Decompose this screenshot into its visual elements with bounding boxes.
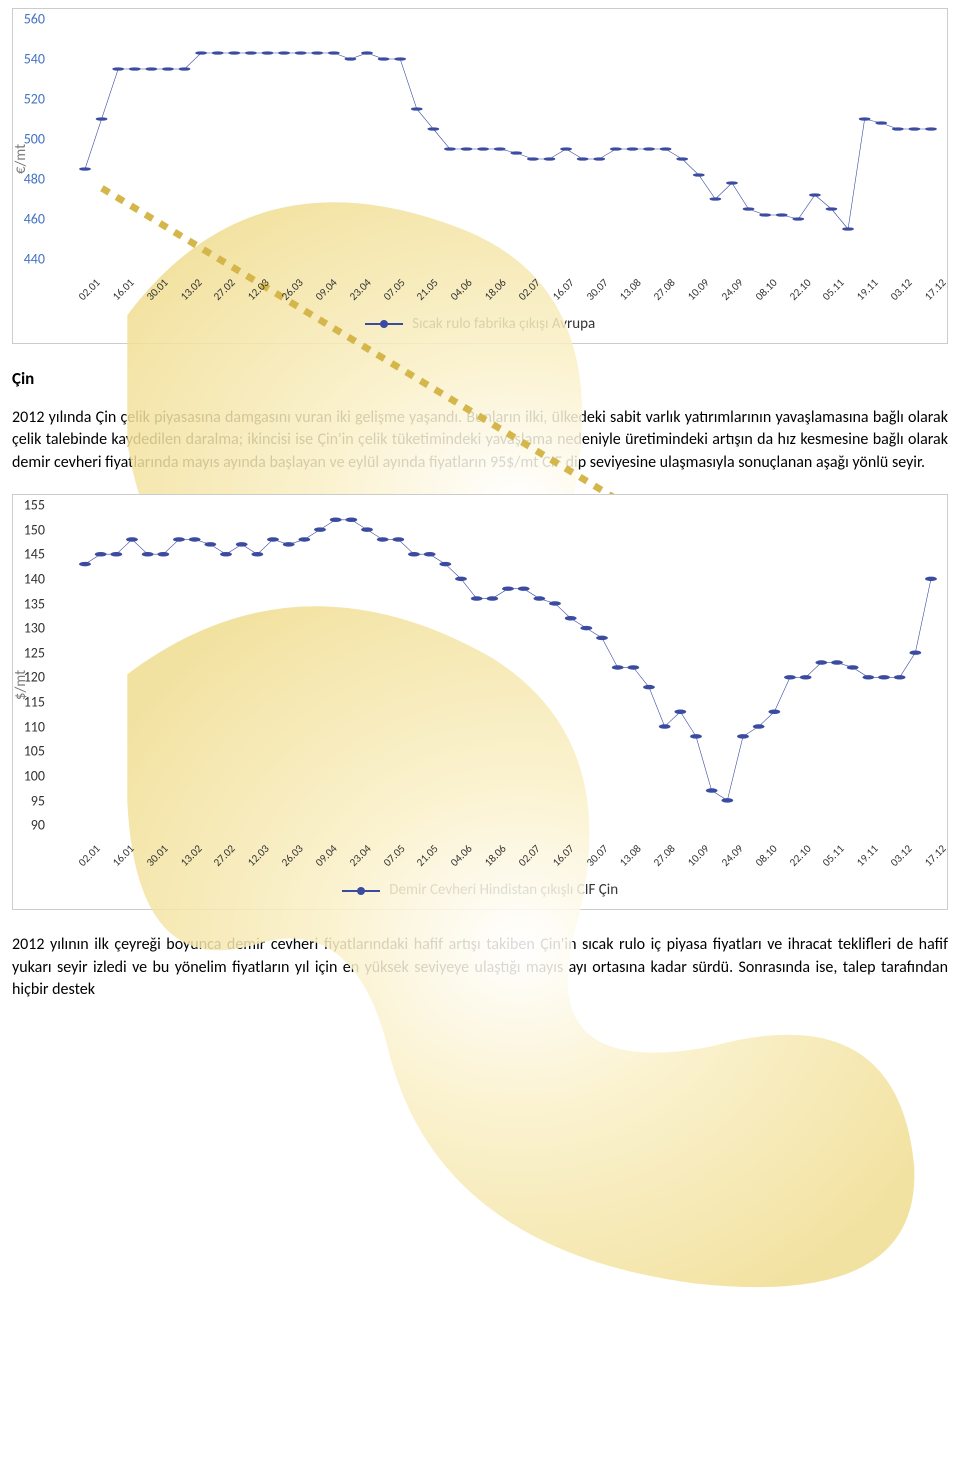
x-tick-label: 08.10 bbox=[753, 842, 780, 869]
x-tick-label: 27.02 bbox=[211, 842, 238, 869]
x-tick-label: 05.11 bbox=[820, 842, 847, 869]
x-tick-label: 13.08 bbox=[617, 842, 644, 869]
x-tick-label: 22.10 bbox=[786, 276, 813, 303]
y-tick-label: 560 bbox=[11, 11, 45, 28]
x-tick-label: 18.06 bbox=[482, 842, 509, 869]
x-tick-label: 30.01 bbox=[143, 276, 170, 303]
x-tick-label: 17.12 bbox=[922, 842, 949, 869]
paragraph-1: 2012 yılında Çin çelik piyasasına damgas… bbox=[12, 407, 948, 474]
y-tick-label: 480 bbox=[11, 170, 45, 187]
y-tick-label: 100 bbox=[11, 767, 45, 784]
x-tick-label: 09.04 bbox=[313, 842, 340, 869]
x-tick-label: 03.12 bbox=[888, 842, 915, 869]
x-tick-label: 16.01 bbox=[110, 276, 137, 303]
y-tick-label: 115 bbox=[11, 694, 45, 711]
x-tick-label: 19.11 bbox=[854, 276, 881, 303]
y-tick-label: 155 bbox=[11, 497, 45, 514]
x-tick-label: 04.06 bbox=[448, 842, 475, 869]
x-tick-label: 17.12 bbox=[922, 276, 949, 303]
x-tick-label: 13.08 bbox=[617, 276, 644, 303]
y-tick-label: 440 bbox=[11, 251, 45, 268]
x-tick-label: 26.03 bbox=[279, 276, 306, 303]
x-tick-label: 07.05 bbox=[380, 276, 407, 303]
x-tick-label: 19.11 bbox=[854, 842, 881, 869]
section-title: Çin bbox=[12, 368, 948, 389]
x-tick-label: 16.07 bbox=[550, 276, 577, 303]
paragraph-2: 2012 yılının ilk çeyreği boyunca demir c… bbox=[12, 934, 948, 1001]
x-tick-label: 27.02 bbox=[211, 276, 238, 303]
x-tick-label: 30.01 bbox=[143, 842, 170, 869]
line-series-2 bbox=[85, 505, 931, 825]
x-tick-label: 10.09 bbox=[685, 276, 712, 303]
x-tick-label: 13.02 bbox=[177, 276, 204, 303]
x-tick-label: 26.03 bbox=[279, 842, 306, 869]
legend-marker-icon bbox=[365, 318, 403, 330]
y-tick-label: 520 bbox=[11, 90, 45, 107]
x-ticks-1: 02.0116.0130.0113.0227.0212.0326.0309.04… bbox=[85, 261, 931, 307]
y-tick-label: 110 bbox=[11, 718, 45, 735]
legend-2: Demir Cevheri Hindistan çıkışlı CIF Çin bbox=[13, 875, 947, 909]
x-tick-label: 05.11 bbox=[820, 276, 847, 303]
x-tick-label: 16.01 bbox=[110, 842, 137, 869]
x-tick-label: 09.04 bbox=[313, 276, 340, 303]
plot-area-2 bbox=[85, 505, 931, 825]
x-tick-label: 02.07 bbox=[516, 842, 543, 869]
y-tick-label: 130 bbox=[11, 620, 45, 637]
x-tick-label: 24.09 bbox=[719, 276, 746, 303]
y-tick-label: 135 bbox=[11, 595, 45, 612]
x-tick-label: 13.02 bbox=[177, 842, 204, 869]
x-tick-label: 07.05 bbox=[380, 842, 407, 869]
x-tick-label: 21.05 bbox=[414, 842, 441, 869]
x-tick-label: 27.08 bbox=[651, 842, 678, 869]
x-tick-label: 10.09 bbox=[685, 842, 712, 869]
x-tick-label: 02.07 bbox=[516, 276, 543, 303]
x-tick-label: 12.03 bbox=[245, 842, 272, 869]
chart-iron-ore-cif-china: $/mt 90951001051101151201251301351401451… bbox=[12, 494, 948, 910]
x-tick-label: 27.08 bbox=[651, 276, 678, 303]
y-tick-label: 120 bbox=[11, 669, 45, 686]
y-tick-label: 150 bbox=[11, 521, 45, 538]
legend-label-2: Demir Cevheri Hindistan çıkışlı CIF Çin bbox=[389, 881, 618, 899]
x-tick-label: 30.07 bbox=[583, 842, 610, 869]
chart-europe-hot-roll: €/mt 440460480500520540560 02.0116.0130.… bbox=[12, 8, 948, 344]
y-tick-label: 145 bbox=[11, 546, 45, 563]
x-tick-label: 23.04 bbox=[347, 842, 374, 869]
x-tick-label: 04.06 bbox=[448, 276, 475, 303]
x-tick-label: 03.12 bbox=[888, 276, 915, 303]
x-tick-label: 24.09 bbox=[719, 842, 746, 869]
legend-label-1: Sıcak rulo fabrika çıkışı Avrupa bbox=[412, 315, 595, 333]
x-tick-label: 12.03 bbox=[245, 276, 272, 303]
y-tick-label: 140 bbox=[11, 571, 45, 588]
y-tick-label: 125 bbox=[11, 644, 45, 661]
y-tick-label: 540 bbox=[11, 50, 45, 67]
x-tick-label: 23.04 bbox=[347, 276, 374, 303]
legend-1: Sıcak rulo fabrika çıkışı Avrupa bbox=[13, 309, 947, 343]
x-tick-label: 18.06 bbox=[482, 276, 509, 303]
x-tick-label: 08.10 bbox=[753, 276, 780, 303]
y-tick-label: 105 bbox=[11, 743, 45, 760]
y-tick-label: 500 bbox=[11, 131, 45, 148]
x-ticks-2: 02.0116.0130.0113.0227.0212.0326.0309.04… bbox=[85, 827, 931, 873]
y-tick-label: 90 bbox=[11, 817, 45, 834]
x-tick-label: 02.01 bbox=[76, 842, 103, 869]
line-series-1 bbox=[85, 19, 931, 259]
x-tick-label: 16.07 bbox=[550, 842, 577, 869]
plot-area-1 bbox=[85, 19, 931, 259]
x-tick-label: 21.05 bbox=[414, 276, 441, 303]
x-tick-label: 22.10 bbox=[786, 842, 813, 869]
x-tick-label: 02.01 bbox=[76, 276, 103, 303]
y-tick-label: 95 bbox=[11, 792, 45, 809]
legend-marker-icon bbox=[342, 885, 380, 897]
x-tick-label: 30.07 bbox=[583, 276, 610, 303]
y-tick-label: 460 bbox=[11, 211, 45, 228]
